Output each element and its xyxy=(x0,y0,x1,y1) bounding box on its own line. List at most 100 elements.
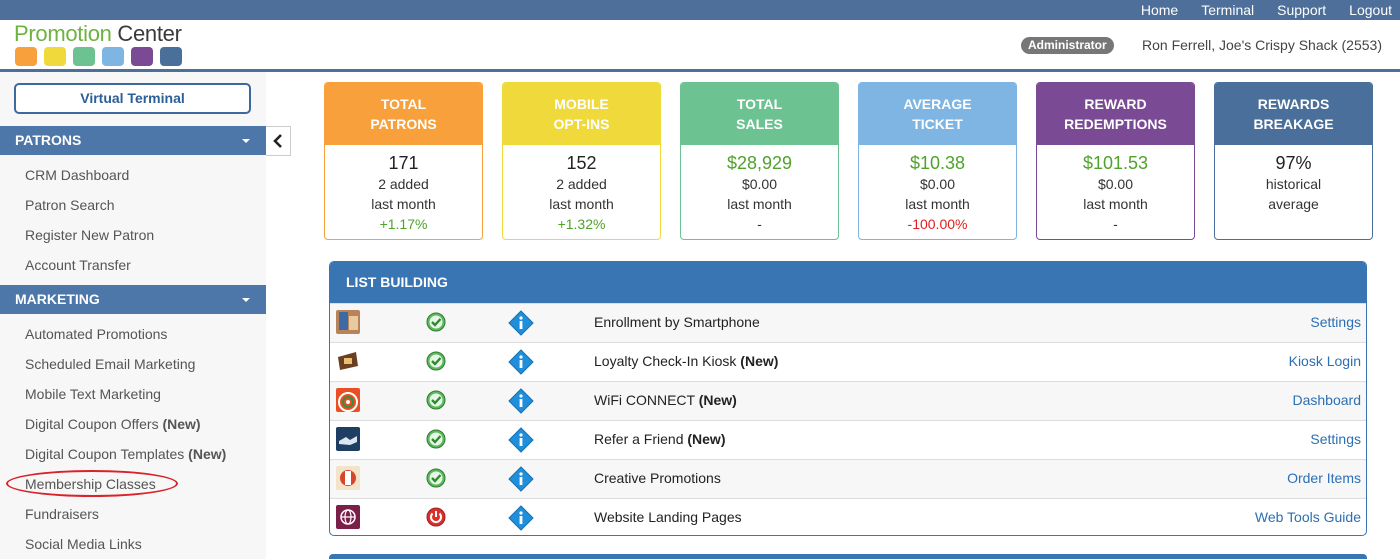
header xyxy=(0,20,1400,70)
feature-name: Loyalty Check-In Kiosk (New) xyxy=(594,352,778,370)
sidebar-item-digital-coupon-templates[interactable]: Digital Coupon Templates (New) xyxy=(25,445,226,463)
wifi-thumbnail xyxy=(336,388,360,412)
role-badge: Administrator xyxy=(1021,37,1114,54)
stat-card-header: REWARD REDEMPTIONS xyxy=(1037,83,1194,145)
feature-name: Website Landing Pages xyxy=(594,508,742,526)
nav-support-link[interactable]: Support xyxy=(1277,2,1327,18)
nav-logout-link[interactable]: Logout xyxy=(1349,2,1392,18)
stat-subtext: last month xyxy=(1083,196,1148,212)
stat-card-body: $28,929 $0.00 last month - xyxy=(681,145,838,234)
active-check-icon[interactable] xyxy=(426,312,446,332)
stat-card-body: $101.53 $0.00 last month - xyxy=(1037,145,1194,234)
stat-card-title: BREAKAGE xyxy=(1253,116,1334,132)
stat-card-title: TOTAL xyxy=(736,96,783,112)
stat-value: $101.53 xyxy=(1082,153,1149,173)
feature-action-link[interactable]: Settings xyxy=(1310,314,1361,330)
new-tag: (New) xyxy=(698,392,737,408)
feature-action-link[interactable]: Dashboard xyxy=(1292,392,1362,408)
top-nav: Home Terminal Support Logout xyxy=(1141,0,1392,20)
list-building-rows: Enrollment by Smartphone Settings Loyalty … xyxy=(330,303,1366,535)
stat-card: MOBILE OPT-INS 152 2 added last month +1.32% xyxy=(502,82,661,240)
sidebar-item-fundraisers[interactable]: Fundraisers xyxy=(25,505,99,523)
stat-card-header: REWARDS BREAKAGE xyxy=(1215,83,1372,145)
stat-subtext: average xyxy=(1268,196,1319,212)
stat-change: -100.00% xyxy=(907,216,968,232)
sidebar: Virtual Terminal PATRONS CRM Dashboard P… xyxy=(0,72,266,559)
feature-action-link[interactable]: Order Items xyxy=(1287,470,1361,486)
info-icon[interactable] xyxy=(508,505,534,531)
sidebar-item-label: Scheduled Email Marketing xyxy=(25,356,196,372)
logo-text-center: Center xyxy=(111,21,182,46)
info-icon[interactable] xyxy=(508,427,534,453)
stat-subtext: last month xyxy=(549,196,614,212)
sidebar-item-digital-coupon-offers[interactable]: Digital Coupon Offers (New) xyxy=(25,415,201,433)
feature-name: Enrollment by Smartphone xyxy=(594,313,760,331)
active-check-icon[interactable] xyxy=(426,429,446,449)
stat-subtext: historical xyxy=(1265,176,1322,192)
sidebar-item-account-transfer[interactable]: Account Transfer xyxy=(25,257,131,273)
feature-action-link[interactable]: Web Tools Guide xyxy=(1254,509,1361,525)
logo-square xyxy=(73,47,95,66)
feature-action-link[interactable]: Kiosk Login xyxy=(1288,353,1361,369)
stat-card: AVERAGE TICKET $10.38 $0.00 last month -100.0… xyxy=(858,82,1017,240)
stat-card-body: 97% historical average xyxy=(1215,145,1372,214)
app-logo[interactable]: Promotion Center xyxy=(14,22,182,46)
logo-square xyxy=(44,47,66,66)
stat-card-title: SALES xyxy=(736,116,783,132)
sidebar-item-patron-search[interactable]: Patron Search xyxy=(25,197,115,213)
sidebar-collapse-button[interactable] xyxy=(266,126,291,156)
logo-square xyxy=(160,47,182,66)
virtual-terminal-button[interactable]: Virtual Terminal xyxy=(14,83,251,114)
nav-terminal-link[interactable]: Terminal xyxy=(1201,2,1255,18)
power-off-icon[interactable] xyxy=(426,507,446,527)
active-check-icon[interactable] xyxy=(426,468,446,488)
stat-card-title: TOTAL xyxy=(380,96,427,112)
stat-subtext: 2 added xyxy=(378,176,429,192)
sidebar-item-automated-promotions[interactable]: Automated Promotions xyxy=(25,325,167,343)
info-icon[interactable] xyxy=(508,310,534,336)
stat-change: - xyxy=(1113,216,1118,232)
feature-label: Creative Promotions xyxy=(594,470,721,486)
info-icon[interactable] xyxy=(508,388,534,414)
feature-label: Loyalty Check-In Kiosk xyxy=(594,353,741,369)
active-check-icon[interactable] xyxy=(426,351,446,371)
new-tag: (New) xyxy=(162,416,201,432)
stat-change: +1.32% xyxy=(557,216,606,232)
sidebar-item-label: Fundraisers xyxy=(25,506,99,522)
stat-card-header: MOBILE OPT-INS xyxy=(503,83,660,145)
stat-value: 97% xyxy=(1275,153,1312,173)
next-panel-header xyxy=(329,554,1367,559)
sidebar-item-label: Membership Classes xyxy=(25,476,156,492)
header-divider xyxy=(0,69,1400,72)
user-info: Ron Ferrell, Joe's Crispy Shack (2553) xyxy=(1142,37,1382,53)
sidebar-item-label: Social Media Links xyxy=(25,536,142,552)
feature-name: Refer a Friend (New) xyxy=(594,430,726,448)
list-building-panel: LIST BUILDING Enrollment by Smartphone Se… xyxy=(329,261,1367,536)
sidebar-item-social-media-links[interactable]: Social Media Links xyxy=(25,535,142,553)
sidebar-item-mobile-text[interactable]: Mobile Text Marketing xyxy=(25,385,161,403)
stat-value: $10.38 xyxy=(909,153,966,173)
sidebar-item-scheduled-email[interactable]: Scheduled Email Marketing xyxy=(25,355,195,373)
stat-value: $28,929 xyxy=(726,153,793,173)
sidebar-item-register-new-patron[interactable]: Register New Patron xyxy=(25,227,155,243)
sidebar-item-membership-classes[interactable]: Membership Classes xyxy=(25,475,156,493)
sidebar-item-crm-dashboard[interactable]: CRM Dashboard xyxy=(25,167,130,183)
stat-card-header: TOTAL PATRONS xyxy=(325,83,482,145)
nav-home-link[interactable]: Home xyxy=(1140,2,1179,18)
stat-change: - xyxy=(757,216,762,232)
stat-subtext: last month xyxy=(905,196,970,212)
stat-value: 171 xyxy=(388,153,419,173)
active-check-icon[interactable] xyxy=(426,390,446,410)
stat-card-title: REWARDS xyxy=(1257,96,1330,112)
info-icon[interactable] xyxy=(508,349,534,375)
stat-card-header: TOTAL SALES xyxy=(681,83,838,145)
stat-card-title: TICKET xyxy=(912,116,963,132)
info-icon[interactable] xyxy=(508,466,534,492)
sidebar-item-label: Digital Coupon Offers xyxy=(25,416,163,432)
sidebar-section-patrons[interactable]: PATRONS xyxy=(0,126,266,155)
logo-square xyxy=(15,47,37,66)
feature-action-link[interactable]: Settings xyxy=(1310,431,1361,447)
new-tag: (New) xyxy=(687,431,726,447)
sidebar-item-label: Mobile Text Marketing xyxy=(25,386,161,402)
sidebar-section-marketing[interactable]: MARKETING xyxy=(0,285,266,314)
